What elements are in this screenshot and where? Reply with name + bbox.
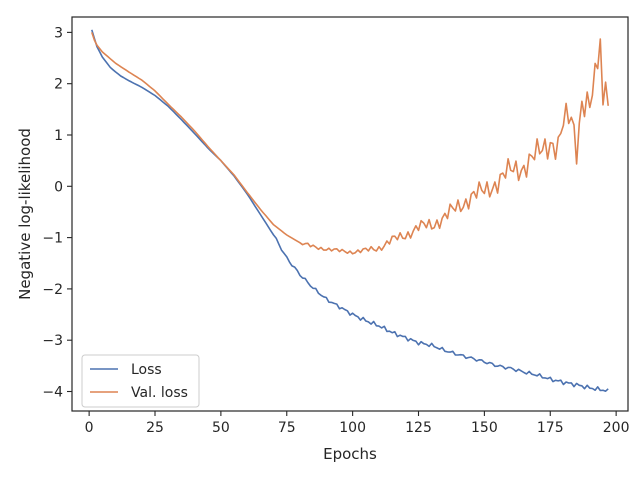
series-line-val-loss: [91, 32, 609, 255]
y-axis-label: Negative log-likelihood: [16, 128, 34, 300]
y-tick-label: 0: [54, 179, 63, 195]
x-tick-label: 125: [405, 420, 432, 436]
legend-label: Val. loss: [131, 385, 188, 401]
x-tick-label: 200: [603, 420, 630, 436]
y-tick-label: 3: [54, 25, 63, 41]
y-tick-label: −1: [42, 231, 63, 247]
x-tick-label: 25: [146, 420, 164, 436]
legend-label: Loss: [131, 362, 162, 378]
series-line-loss: [91, 29, 609, 392]
y-axis: −4 −3 −2 −1 0 1 2 3: [42, 25, 72, 401]
series-layer: [91, 29, 609, 392]
plot-area: [71, 16, 629, 412]
x-tick-label: 75: [278, 420, 296, 436]
x-tick-label: 175: [537, 420, 564, 436]
y-tick-label: −3: [42, 333, 63, 349]
x-tick-label: 50: [212, 420, 230, 436]
legend: Loss Val. loss: [81, 354, 200, 408]
x-tick-label: 150: [471, 420, 498, 436]
y-tick-label: 1: [54, 128, 63, 144]
y-tick-label: −2: [42, 282, 63, 298]
x-axis-label: Epochs: [323, 445, 377, 463]
x-tick-label: 0: [85, 420, 94, 436]
y-tick-label: 2: [54, 77, 63, 93]
x-axis: 0 25 50 75 100 125 150 175 200: [85, 411, 630, 436]
x-tick-label: 100: [339, 420, 366, 436]
legend-box: [81, 354, 200, 408]
y-tick-label: −4: [42, 385, 63, 401]
plot-frame: [71, 16, 629, 412]
